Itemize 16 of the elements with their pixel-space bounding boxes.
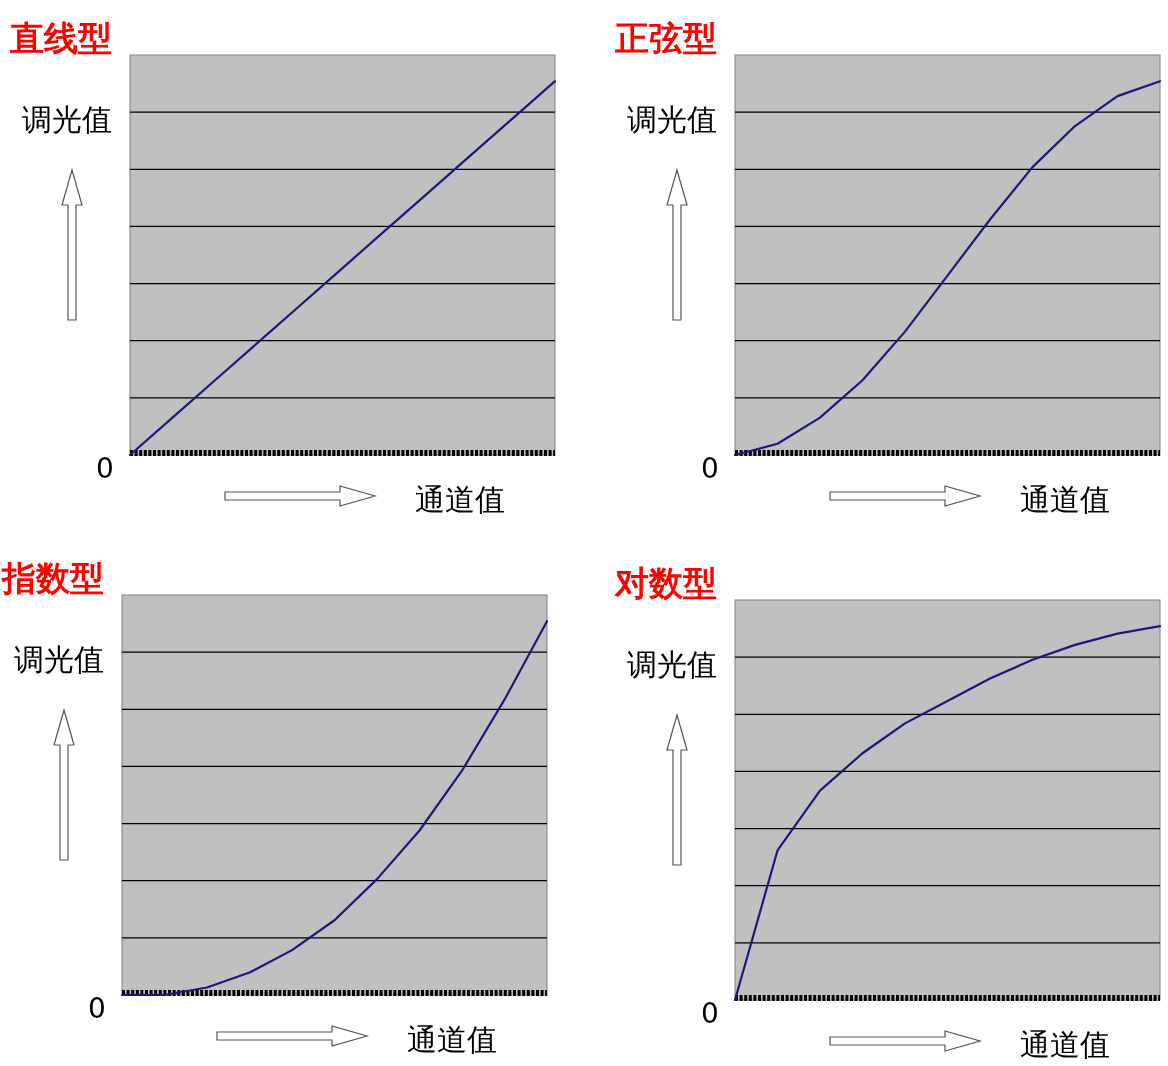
- y-axis-title: 调光值: [627, 102, 717, 137]
- text: 0: [96, 452, 114, 485]
- chart-title: 指数型: [0, 558, 104, 598]
- text: 0: [701, 452, 719, 485]
- x-axis-title: 通道值: [407, 1022, 497, 1057]
- x-axis-title: 通道值: [415, 482, 505, 517]
- y-axis-title: 调光值: [14, 642, 104, 677]
- chart-title: 直线型: [9, 18, 112, 58]
- chart-title: 对数型: [614, 563, 717, 603]
- text: 0: [701, 997, 719, 1030]
- chart-title: 正弦型: [614, 18, 717, 58]
- y-axis-title: 调光值: [627, 647, 717, 682]
- text: 0: [88, 992, 106, 1025]
- x-axis-title: 通道值: [1020, 482, 1110, 517]
- y-axis-title: 调光值: [22, 102, 112, 137]
- x-axis-title: 通道值: [1020, 1027, 1110, 1062]
